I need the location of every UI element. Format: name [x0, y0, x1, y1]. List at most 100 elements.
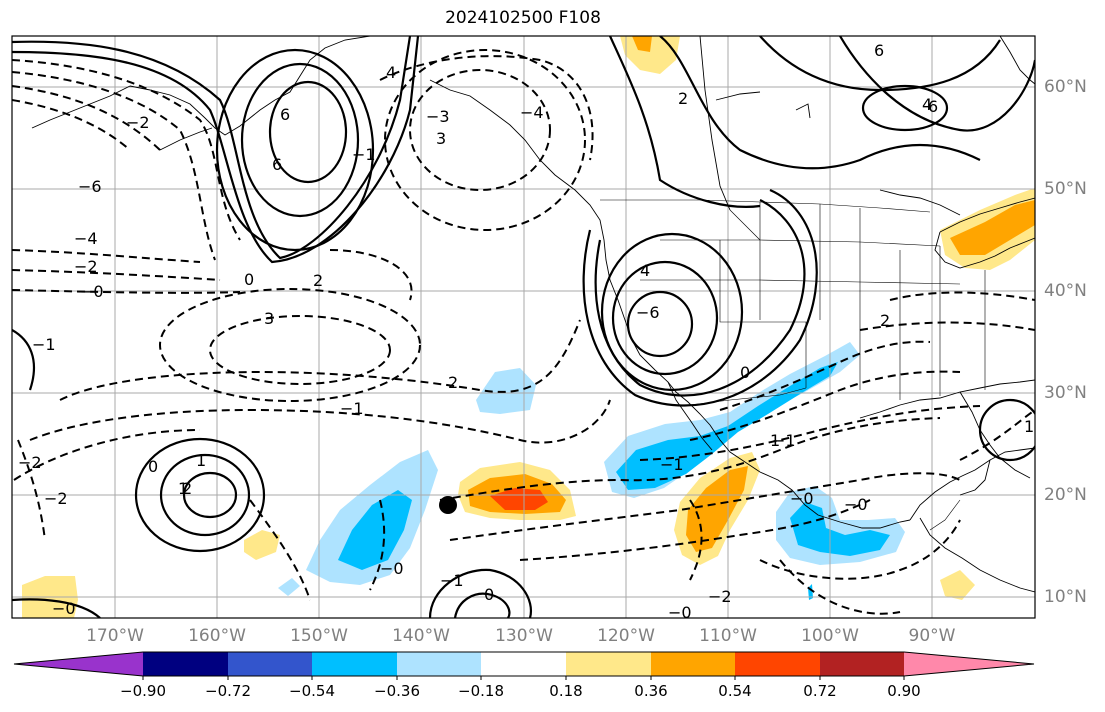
colorbar-tick-label: 0.18 — [549, 682, 583, 700]
contour-label: −1 — [352, 145, 376, 164]
contour-label: −4 — [520, 103, 544, 122]
contour-label: 6 — [272, 155, 282, 174]
graticule — [12, 36, 1035, 618]
colorbar-tick-label: 0.72 — [803, 682, 837, 700]
colorbar-segment — [735, 652, 820, 676]
positive-anomaly-region — [632, 36, 652, 52]
colorbar-tick-label: −0.72 — [205, 682, 251, 700]
lon-label: 90°W — [908, 626, 956, 646]
contour-label: −0 — [844, 495, 868, 514]
colorbar-segment — [228, 652, 312, 676]
colorbar-tick-label: 0.90 — [887, 682, 921, 700]
contour-label: 2 — [448, 373, 458, 392]
positive-anomaly-region — [620, 36, 680, 74]
colorbar-segment — [312, 652, 397, 676]
negative-anomaly-region — [278, 578, 300, 596]
colorbar-tick-label: −0.54 — [289, 682, 335, 700]
colorbar-segment — [904, 652, 1034, 676]
contour-label: −2 — [126, 113, 150, 132]
positive-anomaly-region — [244, 530, 280, 560]
colorbar-ticks — [142, 676, 905, 680]
contour-label: 1 — [770, 431, 780, 450]
contour-label: 0 — [244, 270, 254, 289]
colorbar-segment — [820, 652, 904, 676]
positive-anomaly-region — [950, 200, 1035, 255]
lon-label: 110°W — [699, 626, 757, 646]
colorbar-tick-label: −0.90 — [120, 682, 166, 700]
positive-anomaly-region — [490, 488, 548, 510]
colorbar-segment — [143, 652, 228, 676]
contour-label: 2 — [182, 479, 192, 498]
contour-label: −1 — [32, 335, 56, 354]
lon-label: 140°W — [392, 626, 450, 646]
negative-anomaly-region — [476, 368, 536, 414]
colorbar-segment — [397, 652, 481, 676]
contour-label: 1 — [178, 479, 188, 498]
lat-label: 10°N — [1044, 587, 1087, 607]
contour-label-layer: 6 −6 −4 −2 −0 0 2 3 −1 2 −2 6 4 −4 −3 3 … — [18, 41, 1034, 622]
contour-label: 2 — [313, 271, 323, 290]
contour-label: 0 — [148, 457, 158, 476]
contour-label: 4 — [922, 95, 932, 114]
contour-label: −6 — [636, 303, 660, 322]
colorbar-tick-label: 0.54 — [718, 682, 752, 700]
contour-label: −1 — [440, 571, 464, 590]
political-borders — [600, 199, 986, 531]
contour-label: −0 — [80, 282, 104, 301]
colorbar-segment — [14, 652, 143, 676]
contour-label: 1 — [196, 451, 206, 470]
solid-contours — [12, 36, 1035, 618]
lat-label: 30°N — [1044, 383, 1087, 403]
contour-label: −0 — [52, 599, 76, 618]
lat-label: 60°N — [1044, 77, 1087, 97]
lat-label: 20°N — [1044, 485, 1087, 505]
contour-label: −0 — [380, 559, 404, 578]
colorbar-segment — [566, 652, 651, 676]
colorbar-segment — [481, 652, 566, 676]
contour-label: 3 — [264, 309, 274, 328]
contour-label: −1 — [660, 455, 684, 474]
dashed-contours — [12, 49, 1035, 615]
colorbar-tick-label: 0.36 — [634, 682, 668, 700]
contour-label: −2 — [708, 587, 732, 606]
positive-anomaly-region — [940, 570, 975, 600]
contour-label: −2 — [74, 257, 98, 276]
lon-label: 150°W — [290, 626, 348, 646]
contour-label: 6 — [928, 97, 938, 116]
storm-position-marker — [439, 496, 457, 514]
contour-label: −2 — [18, 453, 42, 472]
lon-label: 130°W — [495, 626, 553, 646]
contour-label: 6 — [280, 105, 290, 124]
map-title: 2024102500 F108 — [445, 8, 601, 28]
lon-label: 160°W — [188, 626, 246, 646]
contour-label: 0 — [484, 585, 494, 604]
map-border — [11, 35, 1036, 619]
negative-anomaly-region — [338, 490, 412, 570]
lon-label: 170°W — [86, 626, 144, 646]
contour-label: 4 — [386, 63, 396, 82]
contour-label: −1 — [340, 399, 364, 418]
contour-label: 3 — [436, 129, 446, 148]
contour-label: −4 — [74, 229, 98, 248]
contour-label: 4 — [640, 261, 650, 280]
contour-label: −1 — [772, 431, 796, 450]
contour-label: 0 — [740, 363, 750, 382]
contour-label: 6 — [874, 41, 884, 60]
contour-label: −0 — [790, 489, 814, 508]
negative-anomaly-region — [790, 502, 890, 556]
contour-label: −6 — [78, 177, 102, 196]
contour-label: −0 — [668, 603, 692, 622]
lat-label: 40°N — [1044, 281, 1087, 301]
lon-label: 120°W — [597, 626, 655, 646]
contour-label: 2 — [678, 89, 688, 108]
colorbar-segment — [651, 652, 735, 676]
contour-label: 2 — [880, 311, 890, 330]
lat-label: 50°N — [1044, 179, 1087, 199]
contour-label: −2 — [44, 489, 68, 508]
lon-label: 100°W — [801, 626, 859, 646]
colorbar-tick-label: −0.36 — [374, 682, 420, 700]
contour-label: 1 — [1024, 417, 1034, 436]
contour-label: −3 — [426, 107, 450, 126]
